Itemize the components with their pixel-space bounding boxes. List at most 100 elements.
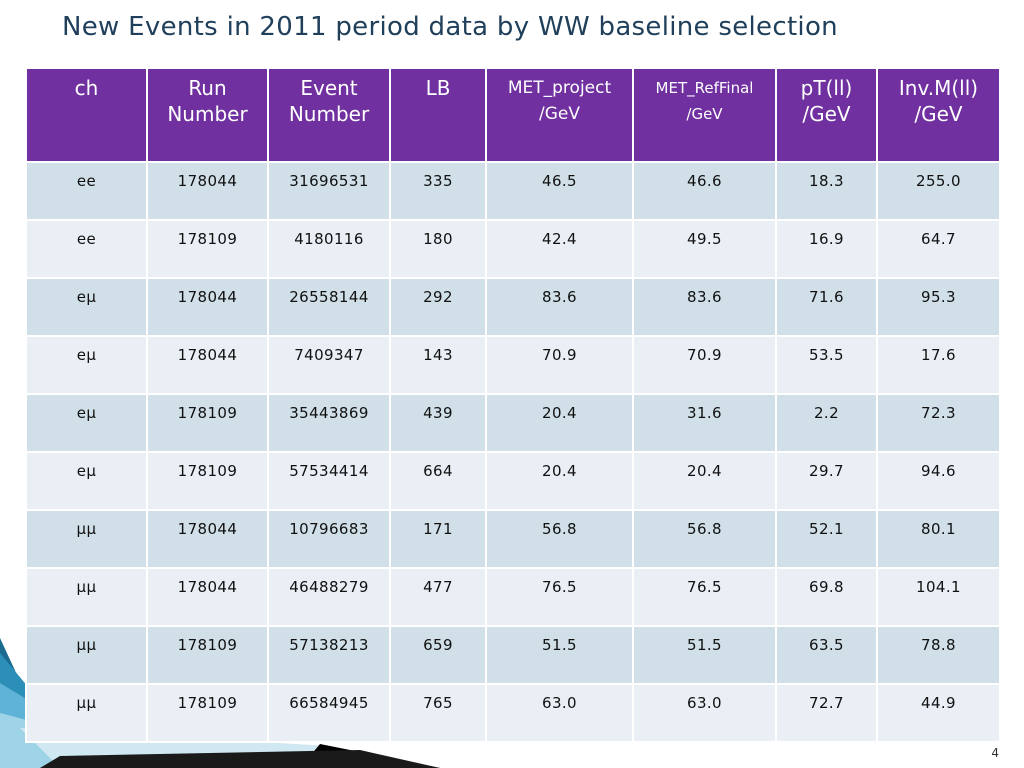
cell-pt-ll: 63.5 xyxy=(775,625,878,685)
header-label: ch xyxy=(74,76,99,100)
cell-met-project: 51.5 xyxy=(485,625,634,685)
header-run-number: Run Number xyxy=(146,67,269,163)
header-label: /GeV xyxy=(686,105,723,123)
header-met-reffinal: MET_RefFinal /GeV xyxy=(632,67,777,163)
cell-met-project: 20.4 xyxy=(485,451,634,511)
cell-event-number: 26558144 xyxy=(267,277,391,337)
cell-lb: 659 xyxy=(389,625,487,685)
cell-inv-mass-ll: 104.1 xyxy=(876,567,1001,627)
cell-run-number: 178044 xyxy=(146,509,269,569)
cell-ch: eμ xyxy=(25,335,148,395)
cell-run-number: 178109 xyxy=(146,451,269,511)
cell-met-reffinal: 70.9 xyxy=(632,335,777,395)
cell-met-project: 70.9 xyxy=(485,335,634,395)
table-header-row: ch Run Number Event Number LB MET_projec… xyxy=(25,67,1001,163)
cell-pt-ll: 29.7 xyxy=(775,451,878,511)
cell-event-number: 35443869 xyxy=(267,393,391,453)
header-label: /GeV xyxy=(802,102,851,126)
header-label: Run xyxy=(188,76,227,100)
cell-inv-mass-ll: 64.7 xyxy=(876,219,1001,279)
cell-lb: 477 xyxy=(389,567,487,627)
cell-event-number: 7409347 xyxy=(267,335,391,395)
cell-met-reffinal: 49.5 xyxy=(632,219,777,279)
cell-met-project: 56.8 xyxy=(485,509,634,569)
table-row: μμ 178109 57138213 659 51.5 51.5 63.5 78… xyxy=(25,625,1001,685)
cell-pt-ll: 71.6 xyxy=(775,277,878,337)
cell-met-project: 20.4 xyxy=(485,393,634,453)
table-row: μμ 178109 66584945 765 63.0 63.0 72.7 44… xyxy=(25,683,1001,743)
header-label: pT(ll) xyxy=(800,76,853,100)
cell-event-number: 31696531 xyxy=(267,161,391,221)
table-row: ee 178109 4180116 180 42.4 49.5 16.9 64.… xyxy=(25,219,1001,279)
cell-lb: 180 xyxy=(389,219,487,279)
cell-lb: 664 xyxy=(389,451,487,511)
cell-lb: 335 xyxy=(389,161,487,221)
header-label: Inv.M(ll) xyxy=(898,76,979,100)
cell-inv-mass-ll: 80.1 xyxy=(876,509,1001,569)
table-row: eμ 178109 35443869 439 20.4 31.6 2.2 72.… xyxy=(25,393,1001,453)
header-pt-ll: pT(ll) /GeV xyxy=(775,67,878,163)
cell-met-project: 63.0 xyxy=(485,683,634,743)
cell-pt-ll: 52.1 xyxy=(775,509,878,569)
cell-met-project: 46.5 xyxy=(485,161,634,221)
table-row: eμ 178044 7409347 143 70.9 70.9 53.5 17.… xyxy=(25,335,1001,395)
cell-pt-ll: 18.3 xyxy=(775,161,878,221)
table-row: eμ 178109 57534414 664 20.4 20.4 29.7 94… xyxy=(25,451,1001,511)
header-label: /GeV xyxy=(914,102,963,126)
cell-event-number: 10796683 xyxy=(267,509,391,569)
cell-ch: eμ xyxy=(25,277,148,337)
header-lb: LB xyxy=(389,67,487,163)
cell-event-number: 46488279 xyxy=(267,567,391,627)
cell-ch: μμ xyxy=(25,567,148,627)
table-row: eμ 178044 26558144 292 83.6 83.6 71.6 95… xyxy=(25,277,1001,337)
cell-ch: eμ xyxy=(25,393,148,453)
table-row: μμ 178044 10796683 171 56.8 56.8 52.1 80… xyxy=(25,509,1001,569)
cell-run-number: 178109 xyxy=(146,219,269,279)
cell-pt-ll: 69.8 xyxy=(775,567,878,627)
cell-ch: ee xyxy=(25,161,148,221)
cell-met-reffinal: 56.8 xyxy=(632,509,777,569)
cell-inv-mass-ll: 44.9 xyxy=(876,683,1001,743)
cell-lb: 765 xyxy=(389,683,487,743)
header-ch: ch xyxy=(25,67,148,163)
cell-event-number: 57534414 xyxy=(267,451,391,511)
cell-met-reffinal: 31.6 xyxy=(632,393,777,453)
header-label: Number xyxy=(288,102,370,126)
cell-inv-mass-ll: 94.6 xyxy=(876,451,1001,511)
cell-lb: 143 xyxy=(389,335,487,395)
slide-title: New Events in 2011 period data by WW bas… xyxy=(62,12,838,42)
header-label: LB xyxy=(425,76,451,100)
cell-pt-ll: 16.9 xyxy=(775,219,878,279)
header-label: Event xyxy=(300,76,358,100)
cell-run-number: 178044 xyxy=(146,567,269,627)
cell-inv-mass-ll: 95.3 xyxy=(876,277,1001,337)
header-label: MET_RefFinal xyxy=(655,79,754,97)
cell-inv-mass-ll: 72.3 xyxy=(876,393,1001,453)
cell-met-project: 42.4 xyxy=(485,219,634,279)
cell-inv-mass-ll: 255.0 xyxy=(876,161,1001,221)
cell-ch: ee xyxy=(25,219,148,279)
cell-ch: μμ xyxy=(25,509,148,569)
cell-met-project: 76.5 xyxy=(485,567,634,627)
cell-pt-ll: 72.7 xyxy=(775,683,878,743)
cell-run-number: 178044 xyxy=(146,161,269,221)
cell-lb: 171 xyxy=(389,509,487,569)
cell-event-number: 66584945 xyxy=(267,683,391,743)
header-inv-mass-ll: Inv.M(ll) /GeV xyxy=(876,67,1001,163)
cell-met-reffinal: 63.0 xyxy=(632,683,777,743)
header-event-number: Event Number xyxy=(267,67,391,163)
cell-pt-ll: 2.2 xyxy=(775,393,878,453)
header-met-project: MET_project /GeV xyxy=(485,67,634,163)
cell-met-reffinal: 51.5 xyxy=(632,625,777,685)
table-row: ee 178044 31696531 335 46.5 46.6 18.3 25… xyxy=(25,161,1001,221)
cell-met-reffinal: 20.4 xyxy=(632,451,777,511)
cell-run-number: 178109 xyxy=(146,393,269,453)
cell-inv-mass-ll: 78.8 xyxy=(876,625,1001,685)
cell-pt-ll: 53.5 xyxy=(775,335,878,395)
cell-event-number: 57138213 xyxy=(267,625,391,685)
cell-inv-mass-ll: 17.6 xyxy=(876,335,1001,395)
cell-run-number: 178044 xyxy=(146,335,269,395)
cell-met-project: 83.6 xyxy=(485,277,634,337)
cell-ch: eμ xyxy=(25,451,148,511)
